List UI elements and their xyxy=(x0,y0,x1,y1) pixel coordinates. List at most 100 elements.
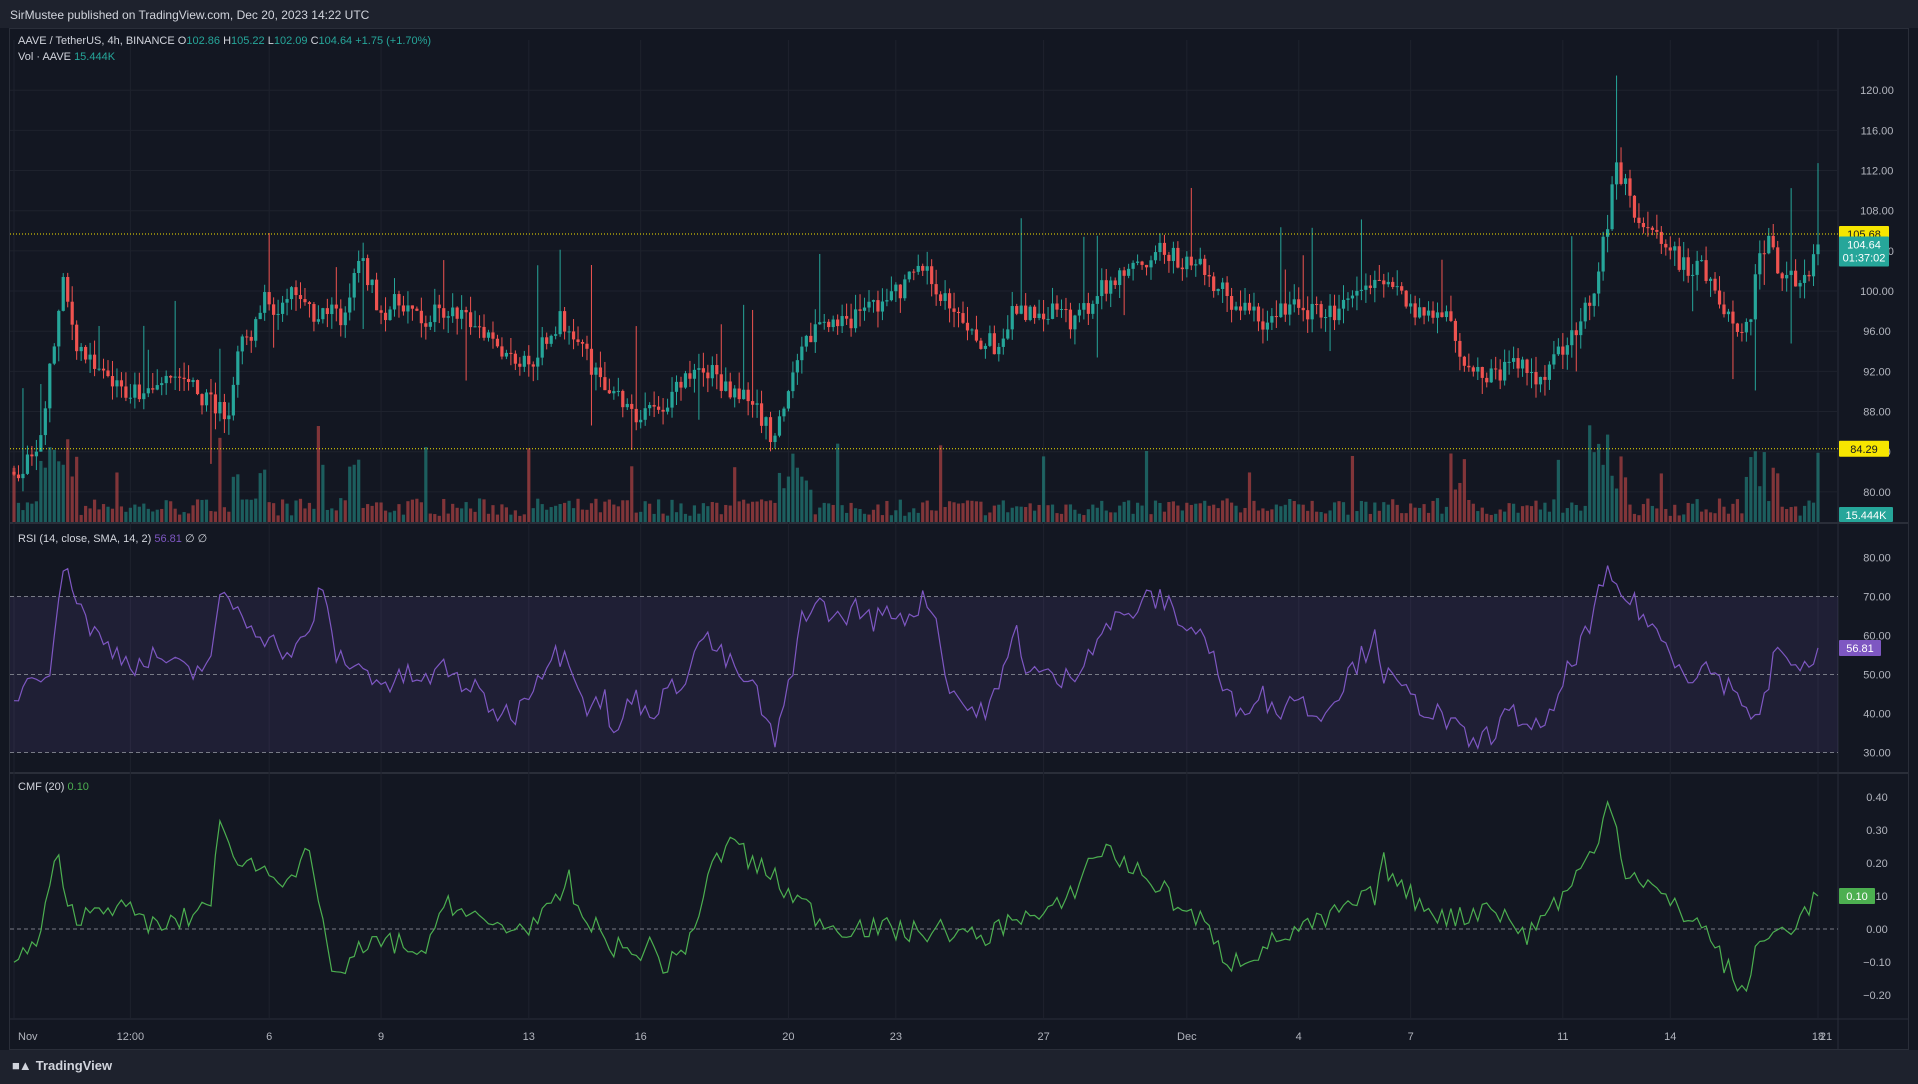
volume-bar xyxy=(746,503,750,522)
price-tick-label: 108.00 xyxy=(1860,206,1894,218)
cmf-legend[interactable]: CMF (20) 0.10 xyxy=(18,781,89,793)
volume-bar xyxy=(1328,510,1332,522)
volume-bar xyxy=(1033,510,1037,522)
candle-body xyxy=(733,388,737,398)
candle-body xyxy=(1632,195,1637,218)
candle-body xyxy=(39,435,43,452)
candle-body xyxy=(961,313,965,323)
volume-bar xyxy=(119,506,124,522)
candle-body xyxy=(612,391,616,394)
volume-bar xyxy=(621,500,625,522)
candle-body xyxy=(200,394,204,406)
rsi-value: 56.81 xyxy=(154,533,182,545)
candle-body xyxy=(777,416,782,436)
candle-body xyxy=(625,403,629,408)
volume-bar xyxy=(576,498,580,522)
cmf-tick-label: −0.20 xyxy=(1863,990,1891,1002)
publish-info-text: SirMustee published on TradingView.com, … xyxy=(10,8,370,22)
tradingview-logo[interactable]: ■▲ TradingView xyxy=(12,1058,112,1073)
symbol-legend[interactable]: AAVE / TetherUS, 4h, BINANCE O102.86 H10… xyxy=(18,35,431,47)
volume-bar xyxy=(1046,505,1050,522)
candle-body xyxy=(1328,305,1332,318)
volume-legend[interactable]: Vol · AAVE 15.444K xyxy=(18,51,115,63)
volume-bar xyxy=(1740,513,1744,522)
volume-bar xyxy=(943,507,947,522)
volume-bar xyxy=(1547,511,1552,522)
candle-body xyxy=(1556,346,1560,355)
volume-bar xyxy=(522,514,526,522)
volume-bar xyxy=(1471,503,1475,522)
candle-body xyxy=(1024,305,1028,320)
candle-body xyxy=(1301,307,1305,311)
volume-bar xyxy=(1015,506,1019,522)
candle-body xyxy=(379,310,383,313)
volume-bar xyxy=(1637,515,1641,522)
candle-body xyxy=(683,373,688,388)
candle-body xyxy=(1292,299,1296,305)
volume-bar xyxy=(665,515,670,522)
volume-bar xyxy=(1516,512,1520,522)
volume-bar xyxy=(974,501,979,522)
volume-bar xyxy=(1395,504,1399,522)
volume-bar xyxy=(388,512,392,522)
volume-bar xyxy=(540,504,544,522)
volume-bar xyxy=(742,499,746,522)
candle-body xyxy=(858,309,862,311)
candle-body xyxy=(728,381,732,398)
volume-bar xyxy=(1082,515,1086,522)
volume-bar xyxy=(1807,500,1811,522)
time-tick-label: 16 xyxy=(635,1031,647,1043)
volume-bar xyxy=(92,499,97,522)
volume-bar xyxy=(1006,512,1010,522)
candle-body xyxy=(1677,246,1681,270)
chart-frame[interactable] xyxy=(9,28,1909,1050)
volume-bar xyxy=(21,510,25,522)
volume-bar xyxy=(1494,513,1498,522)
volume-bar xyxy=(200,499,204,522)
volume-bar xyxy=(755,501,759,522)
candle-body xyxy=(1404,290,1408,307)
candle-body xyxy=(258,312,262,320)
volume-label[interactable]: Vol · AAVE xyxy=(18,51,71,63)
candle-body xyxy=(1359,289,1364,291)
candle-body xyxy=(1717,290,1722,305)
candle-body xyxy=(388,309,392,321)
symbol-title[interactable]: AAVE / TetherUS, 4h, BINANCE xyxy=(18,35,175,47)
candle-body xyxy=(1010,306,1014,330)
candle-body xyxy=(1444,311,1449,318)
candle-body xyxy=(956,311,961,314)
volume-bar xyxy=(1073,509,1077,522)
volume-bar xyxy=(178,514,182,522)
rsi-legend[interactable]: RSI (14, close, SMA, 14, 2) 56.81 ∅ ∅ xyxy=(18,532,207,545)
candle-body xyxy=(25,454,30,474)
candle-body xyxy=(1194,264,1198,266)
volume-bar xyxy=(558,504,562,522)
candle-body xyxy=(1507,361,1511,363)
volume-bar xyxy=(43,467,47,522)
volume-bar xyxy=(455,507,459,522)
candle-body xyxy=(563,311,567,332)
volume-bar xyxy=(1292,501,1296,522)
volume-bar xyxy=(75,456,79,522)
candle-body xyxy=(786,391,791,409)
candle-body xyxy=(1422,307,1426,316)
candle-body xyxy=(585,343,589,349)
candle-body xyxy=(245,336,249,338)
cmf-value-box xyxy=(1839,888,1875,904)
candle-body xyxy=(1762,253,1766,255)
rsi-label[interactable]: RSI (14, close, SMA, 14, 2) xyxy=(18,533,152,545)
candle-body xyxy=(1494,368,1498,370)
volume-bar xyxy=(1467,499,1471,522)
candle-body xyxy=(818,322,822,325)
candle-body xyxy=(822,321,826,323)
candle-body xyxy=(974,329,979,341)
volume-bar xyxy=(822,502,826,522)
volume-bar xyxy=(1619,456,1623,522)
volume-bar xyxy=(912,508,916,522)
cmf-label[interactable]: CMF (20) xyxy=(18,781,65,793)
candle-body xyxy=(1368,285,1372,288)
volume-bar xyxy=(1001,500,1005,522)
volume-bar xyxy=(1758,486,1762,522)
volume-bar xyxy=(52,449,56,522)
